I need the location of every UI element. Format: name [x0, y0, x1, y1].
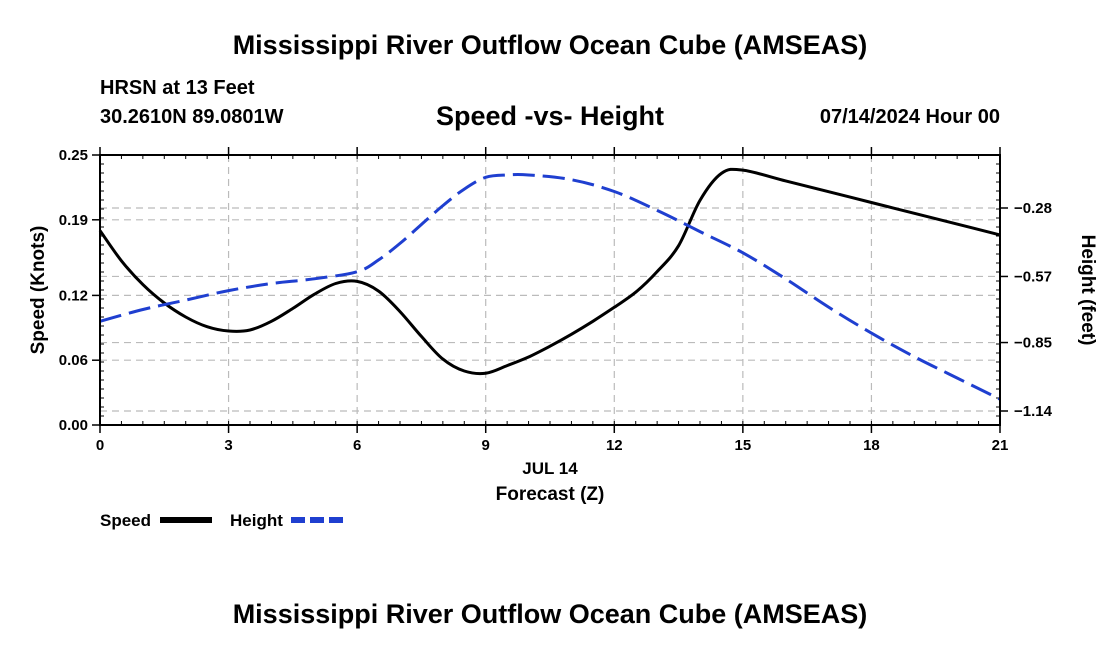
y-left-axis-title: Speed (Knots): [28, 226, 49, 355]
x-tick-label: 3: [224, 437, 232, 454]
coordinates-label: 30.2610N 89.0801W: [100, 106, 284, 128]
y-left-tick-label: 0.25: [59, 147, 88, 164]
y-right-tick-label: −0.85: [1014, 335, 1052, 352]
series-line-height: [99, 173, 1001, 401]
x-tick-label: 9: [482, 437, 490, 454]
legend-height-label: Height: [230, 511, 283, 530]
legend-speed-label: Speed: [100, 511, 151, 530]
forecast-datetime: 07/14/2024 Hour 00: [819, 106, 1000, 128]
x-tick-label: 21: [992, 437, 1009, 454]
x-tick-label: 6: [353, 437, 361, 454]
series-lines: [98, 167, 1001, 401]
x-tick-label: 15: [735, 437, 752, 454]
y-left-tick-label: 0.12: [59, 287, 88, 304]
axis-ticks: [92, 147, 1008, 433]
station-label: HRSN at 13 Feet: [100, 77, 255, 99]
y-left-tick-label: 0.06: [59, 352, 88, 369]
axis-labels: 0 3 6 9 12 15 18 21 0.00 0.06 0.12 0.19 0.25 −0.28 −0.…: [28, 147, 1098, 505]
plot-frame: [99, 154, 1001, 426]
x-axis-title: Forecast (Z): [496, 484, 605, 505]
y-right-tick-label: −1.14: [1014, 403, 1053, 420]
x-tick-label: 0: [96, 437, 104, 454]
series-line-speed: [98, 167, 1001, 376]
chart-title: Mississippi River Outflow Ocean Cube (AM…: [232, 30, 868, 60]
legend: Speed Height: [100, 511, 343, 530]
y-right-axis-title: Height (feet): [1077, 235, 1098, 346]
y-left-tick-label: 0.19: [59, 212, 88, 229]
chart-subtitle: Speed -vs- Height: [435, 101, 665, 131]
x-date-label: JUL 14: [522, 459, 578, 478]
y-right-tick-label: −0.28: [1014, 200, 1052, 217]
y-right-tick-label: −0.57: [1014, 268, 1052, 285]
x-tick-label: 12: [606, 437, 623, 454]
y-left-tick-label: 0.00: [59, 417, 88, 434]
x-tick-label: 18: [863, 437, 880, 454]
footer-title: Mississippi River Outflow Ocean Cube (AM…: [232, 599, 868, 629]
